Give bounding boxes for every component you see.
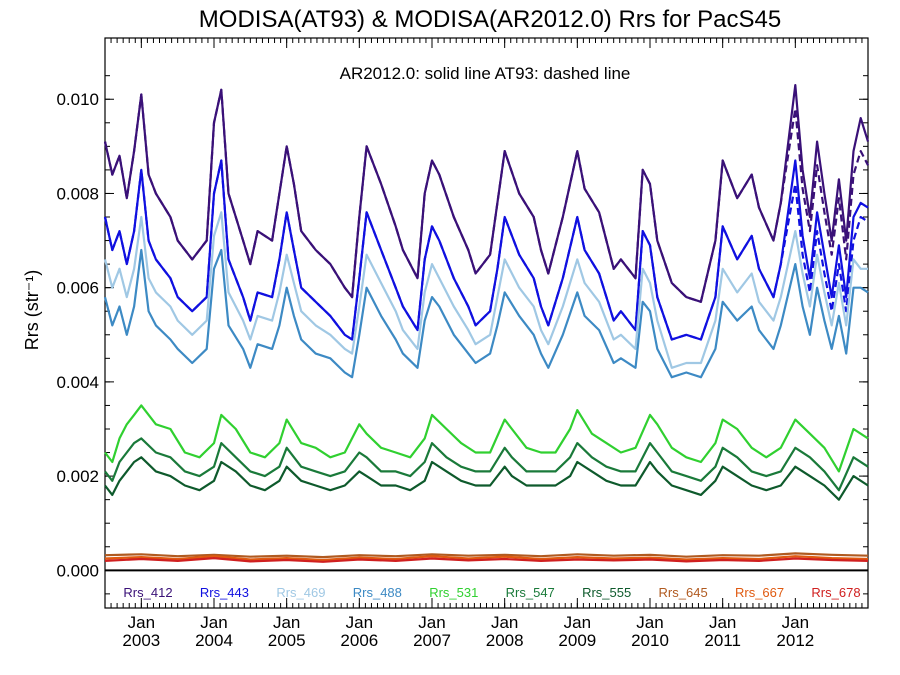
y-tick-label: 0.006 [56,279,99,298]
x-tick-label-year: 2005 [268,631,306,650]
chart-title: MODISA(AT93) & MODISA(AR2012.0) Rrs for … [199,6,781,33]
legend-label-rrs-488: Rrs_488 [353,585,402,600]
x-tick-label-year: 2004 [195,631,233,650]
series-line-rrs-678 [104,556,869,563]
y-tick-label: 0.010 [56,90,99,109]
series-line-rrs-531 [104,404,869,473]
x-tick-label-year: 2003 [122,631,160,650]
x-tick-label-month: Jan [128,613,155,632]
x-tick-label-month: Jan [636,613,663,632]
legend-label-rrs-678: Rrs_678 [811,585,860,600]
x-tick-label-month: Jan [418,613,445,632]
legend-label-rrs-531: Rrs_531 [429,585,478,600]
x-tick-label-year: 2008 [486,631,524,650]
y-axis-label: Rrs (str⁻¹) [22,270,42,350]
series-line-rrs-488 [103,248,869,379]
legend-label-rrs-469: Rrs_469 [276,585,325,600]
x-tick-label-month: Jan [346,613,373,632]
series-dashed-line-rrs-443 [103,159,869,341]
x-tick-label-month: Jan [273,613,300,632]
legend-label-rrs-443: Rrs_443 [200,585,249,600]
x-tick-label-year: 2010 [631,631,669,650]
x-tick-label-month: Jan [491,613,518,632]
x-tick-label-year: 2006 [340,631,378,650]
x-tick-label-month: Jan [782,613,809,632]
y-tick-label: 0.004 [56,373,99,392]
legend-label-rrs-412: Rrs_412 [123,585,172,600]
series-line-rrs-645 [104,552,869,559]
plot-area: 0.0000.0020.0040.0060.0080.010Jan2003Jan… [56,37,870,650]
x-tick-label-year: 2012 [776,631,814,650]
legend-label-rrs-547: Rrs_547 [506,585,555,600]
series-line-rrs-555 [104,456,869,501]
legend-label-rrs-645: Rrs_645 [659,585,708,600]
series-line-rrs-667 [104,555,869,562]
series-line-rrs-547 [104,437,869,492]
legend-label-rrs-667: Rrs_667 [735,585,784,600]
chart-annotation: AR2012.0: solid line AT93: dashed line [340,64,631,83]
x-tick-label-year: 2009 [558,631,596,650]
y-tick-label: 0.008 [56,184,99,203]
x-tick-label-month: Jan [200,613,227,632]
x-tick-label-month: Jan [564,613,591,632]
series-line-rrs-469 [103,211,868,369]
y-tick-label: 0.002 [56,467,99,486]
series-dashed-line-rrs-412 [103,88,869,303]
y-tick-label: 0.000 [56,561,99,580]
x-tick-label-year: 2011 [704,631,741,650]
x-tick-label-month: Jan [709,613,736,632]
legend-label-rrs-555: Rrs_555 [582,585,631,600]
x-tick-label-year: 2007 [413,631,451,650]
